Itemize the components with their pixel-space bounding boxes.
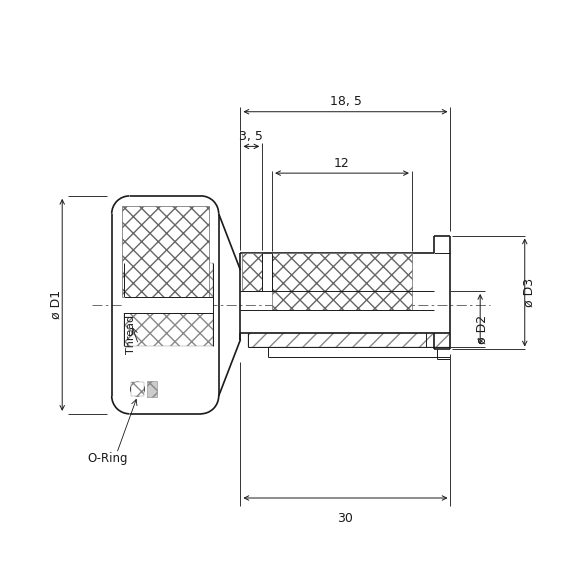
Text: 18, 5: 18, 5 [329,95,361,108]
Bar [123,263,213,297]
Bar [147,381,157,397]
Text: 12: 12 [334,157,350,170]
Bar [123,313,213,346]
Text: ø D3: ø D3 [522,278,535,307]
Text: 30: 30 [338,512,353,525]
Polygon shape [249,332,450,347]
Bar [272,253,412,310]
Text: ø D2: ø D2 [475,314,489,344]
Bar [122,206,209,297]
Bar [130,382,144,396]
Text: 3, 5: 3, 5 [239,130,263,143]
Text: Thread: Thread [126,315,136,354]
Text: O-Ring: O-Ring [87,452,127,465]
Bar [243,253,262,291]
Bar [123,297,213,313]
Text: ø D1: ø D1 [50,290,63,320]
